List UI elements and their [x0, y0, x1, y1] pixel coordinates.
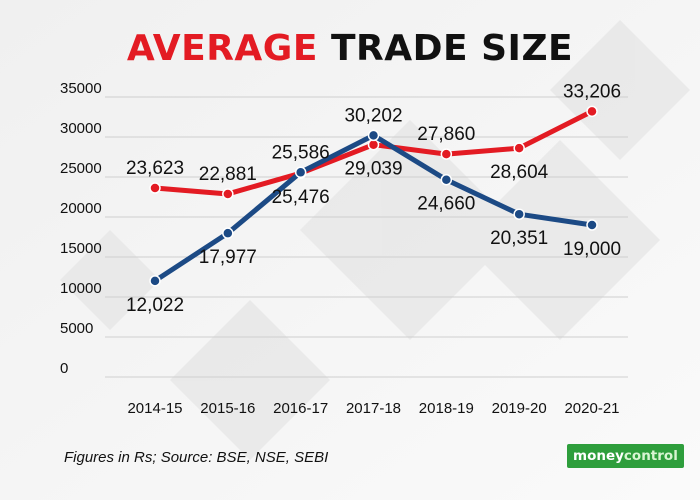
- logo-part2: control: [623, 448, 678, 464]
- data-label-red: 33,206: [563, 81, 621, 102]
- chart-title-part1: AVERAGE: [126, 28, 318, 69]
- data-point-red: [513, 142, 525, 154]
- chart-title: AVERAGE TRADE SIZE: [0, 28, 700, 69]
- y-tick-label: 5000: [60, 320, 93, 337]
- data-label-blue: 19,000: [563, 239, 621, 260]
- data-point-red: [367, 138, 380, 151]
- series-layer: [149, 105, 598, 287]
- data-point-blue: [440, 173, 453, 186]
- y-tick-label: 10000: [60, 280, 102, 297]
- logo-part1: money: [573, 448, 624, 464]
- y-axis: 35000 30000 25000 20000 15000 10000 5000 0: [60, 80, 102, 377]
- y-tick-label: 20000: [60, 200, 102, 217]
- data-point-blue: [513, 208, 525, 220]
- x-tick-label: 2020-21: [564, 400, 619, 417]
- moneycontrol-logo: moneycontrol: [567, 444, 684, 468]
- data-labels: 23,623 22,881 25,476 29,039 27,860 28,604 33,2…: [126, 81, 621, 315]
- x-axis: 2014-15 2015-16 2016-17 2017-18 2018-19 2019-…: [127, 400, 619, 417]
- chart-title-part2: TRADE SIZE: [330, 28, 574, 69]
- data-point-red: [222, 188, 234, 200]
- source-footnote: Figures in Rs; Source: BSE, NSE, SEBI: [64, 449, 329, 466]
- data-label-red: 23,623: [126, 158, 184, 179]
- x-tick-label: 2019-20: [492, 400, 547, 417]
- data-point-blue: [149, 275, 161, 287]
- data-point-blue: [222, 227, 234, 239]
- data-point-red: [149, 182, 161, 194]
- x-tick-label: 2018-19: [419, 400, 474, 417]
- data-label-blue: 20,351: [490, 228, 548, 249]
- data-label-red: 25,476: [272, 187, 330, 208]
- data-label-blue: 17,977: [199, 247, 257, 268]
- data-label-blue: 30,202: [344, 105, 402, 126]
- data-point-blue: [367, 129, 380, 142]
- x-tick-label: 2016-17: [273, 400, 328, 417]
- data-point-red: [440, 148, 453, 160]
- x-tick-label: 2015-16: [200, 400, 255, 417]
- data-point-red: [586, 105, 598, 118]
- data-label-red: 27,860: [417, 124, 475, 145]
- data-label-blue: 25,586: [272, 142, 330, 163]
- background-decoration: [60, 20, 690, 460]
- x-tick-label: 2017-18: [346, 400, 401, 417]
- data-label-red: 29,039: [344, 159, 402, 180]
- data-label-red: 22,881: [199, 164, 257, 185]
- y-tick-label: 0: [60, 360, 68, 377]
- data-point-blue: [586, 219, 598, 231]
- data-point-blue: [294, 166, 307, 179]
- y-tick-label: 35000: [60, 80, 102, 97]
- data-label-blue: 12,022: [126, 295, 184, 316]
- y-tick-label: 25000: [60, 160, 102, 177]
- data-label-blue: 24,660: [417, 194, 475, 215]
- data-label-red: 28,604: [490, 162, 549, 183]
- y-tick-label: 30000: [60, 120, 102, 137]
- y-tick-label: 15000: [60, 240, 102, 257]
- x-tick-label: 2014-15: [127, 400, 182, 417]
